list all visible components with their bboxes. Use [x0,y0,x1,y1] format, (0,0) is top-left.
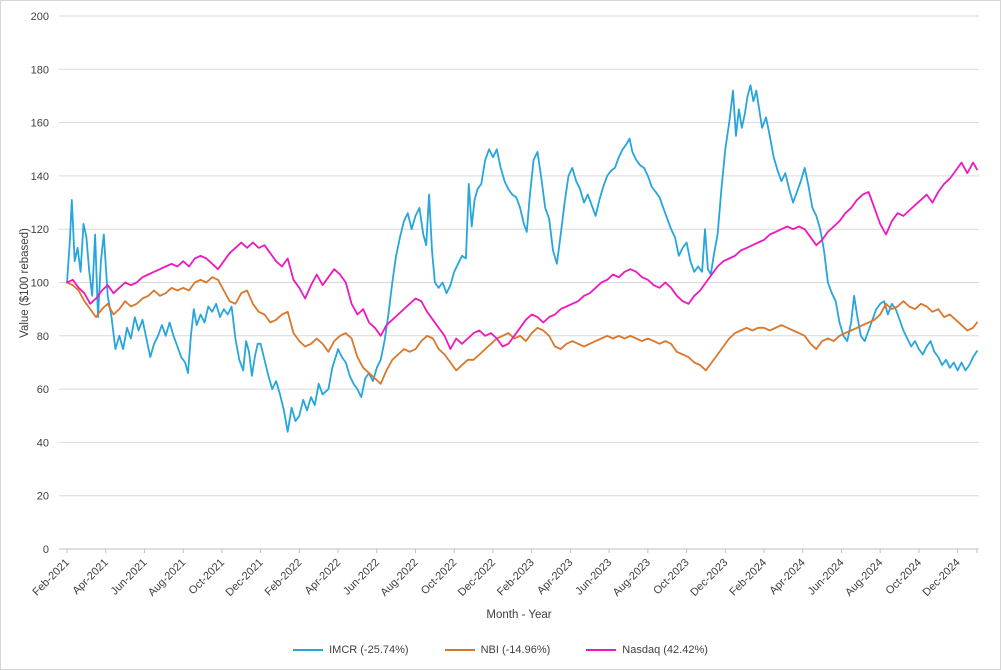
x-tick-label: Apr-2022 [303,557,343,597]
x-tick-label: Aug-2022 [378,557,420,599]
x-tick-label: Aug-2024 [843,557,885,599]
y-tick-label: 180 [31,64,49,76]
chart-legend: IMCR (-25.74%) NBI (-14.96%) Nasdaq (42.42… [1,641,1000,659]
legend-label: Nasdaq (42.42%) [622,644,708,656]
x-tick-label: Jun-2021 [109,557,150,598]
legend-line-swatch [444,649,475,651]
y-tick-label: 0 [43,544,49,556]
y-tick-label: 20 [37,491,49,503]
y-tick-label: 200 [31,11,49,23]
x-tick-label: Jun-2022 [341,557,382,598]
x-tick-label: Apr-2024 [767,557,807,597]
y-tick-label: 60 [37,384,49,396]
x-tick-label: Dec-2023 [688,557,730,599]
legend-item-1: NBI (-14.96%) [444,644,551,656]
x-tick-label: Apr-2021 [70,557,110,597]
x-tick-label: Feb-2022 [263,557,305,599]
y-tick-label: 40 [37,437,49,449]
x-axis-tick-labels: Feb-2021Apr-2021Jun-2021Aug-2021Oct-2021… [30,557,962,599]
series-line-0 [66,84,978,433]
y-tick-label: 160 [31,118,49,130]
y-axis-tick-labels: 0 20 40 60 80 100 120 140 160 180 200 [31,11,49,556]
x-tick-label: Aug-2021 [146,557,188,599]
x-tick-label: Feb-2021 [30,557,72,599]
series-line-1 [66,276,978,385]
y-tick-label: 100 [31,278,49,290]
x-tick-label: Oct-2021 [187,557,227,597]
y-axis-title: Value ($100 rebased) [19,228,31,338]
x-axis-title: Month - Year [486,609,551,621]
x-tick-label: Oct-2024 [884,557,924,597]
x-tick-label: Jun-2023 [573,557,614,598]
gridlines [59,15,979,550]
x-tick-label: Oct-2023 [651,557,691,597]
x-tick-label: Dec-2022 [456,557,498,599]
x-tick-label: Feb-2023 [495,557,537,599]
x-tick-label: Aug-2023 [611,557,653,599]
x-tick-label: Apr-2023 [535,557,575,597]
x-axis-ticks [66,549,978,553]
y-tick-label: 80 [37,331,49,343]
legend-item-2: Nasdaq (42.42%) [586,644,708,656]
x-tick-label: Oct-2022 [419,557,459,597]
y-tick-label: 120 [31,224,49,236]
legend-line-swatch [586,649,617,651]
x-tick-label: Dec-2021 [224,557,266,599]
y-tick-label: 140 [31,171,49,183]
series-line-2 [66,161,978,351]
legend-line-swatch [293,649,324,651]
x-tick-label: Dec-2024 [921,557,963,599]
legend-label: IMCR (-25.74%) [329,644,409,656]
x-tick-label: Jun-2024 [806,557,847,598]
x-tick-label: Feb-2024 [727,557,769,599]
legend-label: NBI (-14.96%) [480,644,551,656]
series-lines [66,84,978,433]
legend-item-0: IMCR (-25.74%) [293,644,409,656]
